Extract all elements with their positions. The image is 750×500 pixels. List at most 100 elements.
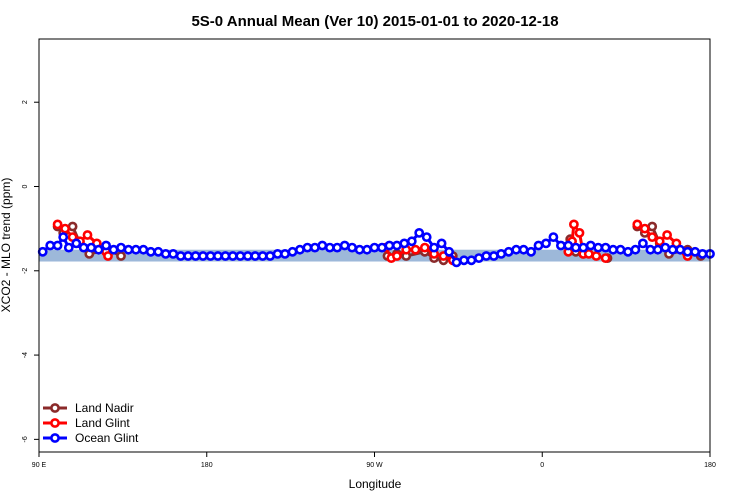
data-point [227, 251, 238, 261]
legend-item: Land Glint [43, 416, 130, 430]
data-point [600, 253, 611, 263]
data-point [52, 240, 63, 251]
data-point [518, 244, 529, 255]
data-point [168, 248, 179, 259]
data-point [654, 236, 665, 247]
data-point [332, 242, 343, 253]
data-point [682, 246, 693, 257]
data-point [503, 246, 514, 257]
data-point [347, 242, 357, 253]
y-axis-label: XCO2 - MLO trend (ppm) [0, 178, 13, 313]
data-point [662, 230, 672, 240]
data-point [414, 227, 425, 238]
data-point [362, 244, 372, 255]
data-point [93, 244, 104, 255]
data-point [585, 240, 596, 251]
x-axis-label: Longitude [349, 477, 402, 491]
data-point [317, 240, 328, 251]
y-tick-label: -4 [22, 352, 29, 358]
plot-area [37, 38, 715, 453]
data-point [421, 232, 432, 242]
legend-item: Ocean Glint [43, 431, 139, 445]
data-point [52, 219, 63, 230]
y-tick-label: 0 [22, 184, 29, 188]
data-point [638, 238, 648, 249]
data-point [541, 238, 551, 249]
data-point [369, 242, 380, 253]
chart-title: 5S-0 Annual Mean (Ver 10) 2015-01-01 to … [191, 13, 558, 30]
data-point [250, 251, 261, 261]
data-point [145, 246, 156, 257]
y-tick-label: -2 [22, 268, 29, 274]
data-point [436, 238, 447, 249]
data-point [82, 230, 93, 240]
data-point [116, 242, 126, 253]
x-tick-label: 180 [704, 462, 716, 469]
legend-item: Land Nadir [43, 401, 134, 415]
data-point [280, 248, 290, 259]
data-point [591, 251, 602, 261]
data-point [294, 244, 305, 255]
data-point [569, 219, 579, 230]
data-point [101, 240, 111, 251]
data-point [198, 251, 208, 261]
data-point [639, 223, 650, 234]
data-point [212, 251, 223, 261]
series-ocean-glint [37, 227, 715, 268]
data-point [451, 257, 462, 268]
data-point [615, 244, 626, 255]
data-point [235, 251, 246, 261]
data-point [466, 255, 477, 266]
data-point [533, 240, 544, 251]
data-point [37, 246, 48, 257]
data-point [160, 248, 171, 259]
data-point [697, 248, 708, 259]
legend-label: Land Glint [75, 416, 130, 430]
data-point [647, 232, 658, 242]
x-tick-label: 180 [201, 462, 213, 469]
data-point [63, 242, 74, 253]
data-point [130, 244, 141, 255]
data-point [58, 232, 69, 242]
data-point [652, 244, 663, 255]
data-point [429, 242, 439, 253]
legend-marker [50, 418, 60, 428]
data-point [600, 242, 611, 253]
reference-band-layer [39, 249, 710, 262]
y-tick-label: 2 [22, 100, 29, 104]
data-point [481, 251, 492, 261]
data-point [399, 238, 410, 249]
y-tick-label: -6 [22, 436, 29, 442]
data-point [406, 236, 417, 247]
legend-marker [50, 403, 60, 413]
legend-label: Land Nadir [75, 401, 134, 415]
data-point [391, 251, 402, 261]
data-point [667, 244, 678, 255]
data-point [116, 251, 126, 261]
x-tick-label: 90 W [366, 462, 383, 469]
data-point [563, 240, 574, 251]
data-point [410, 244, 421, 255]
legend-marker [50, 433, 60, 443]
data-point [302, 242, 313, 253]
data-point [526, 246, 536, 257]
data-point [60, 223, 70, 234]
data-point [67, 221, 78, 232]
data-point [384, 240, 395, 251]
data-point [574, 227, 585, 238]
data-point [419, 242, 430, 253]
data-point [103, 251, 113, 261]
data-point [570, 242, 581, 253]
data-point [444, 246, 454, 257]
legend-label: Ocean Glint [75, 431, 139, 445]
data-point [183, 251, 193, 261]
data-point [630, 244, 641, 255]
reference-band [39, 249, 710, 262]
x-tick-label: 0 [540, 462, 544, 469]
data-point [496, 248, 507, 259]
data-point [632, 219, 643, 230]
data-point [71, 238, 82, 249]
series-layer [37, 219, 715, 268]
